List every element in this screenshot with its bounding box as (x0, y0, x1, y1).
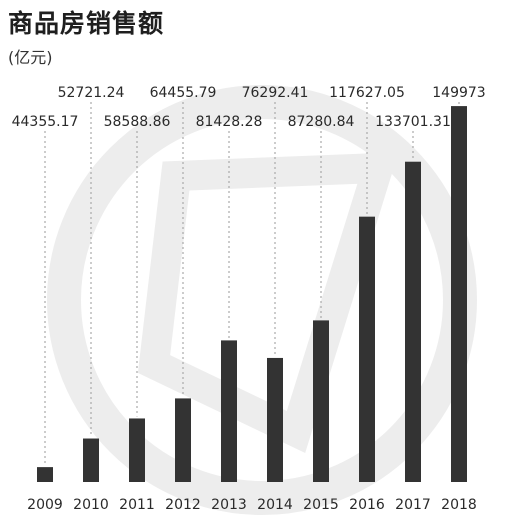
bar-2016 (359, 216, 375, 483)
bar-2009 (37, 467, 53, 482)
leader-lines (44, 102, 460, 466)
x-tick-2017: 2017 (395, 497, 431, 513)
value-label-2015: 87280.84 (288, 114, 355, 130)
bar-2011 (129, 418, 145, 482)
value-label-2016: 117627.05 (329, 85, 405, 101)
bar-2015 (313, 320, 329, 482)
x-tick-2012: 2012 (165, 497, 201, 513)
x-tick-2014: 2014 (257, 497, 293, 513)
value-label-2017: 133701.31 (375, 114, 451, 130)
x-tick-2010: 2010 (73, 497, 109, 513)
value-label-2012: 64455.79 (150, 85, 217, 101)
value-label-2018: 149973 (432, 85, 485, 101)
x-tick-2011: 2011 (119, 497, 155, 513)
x-tick-2015: 2015 (303, 497, 339, 513)
value-labels: 44355.17 52721.24 58588.86 64455.79 81428.28… (12, 85, 486, 130)
value-label-2014: 76292.41 (242, 85, 309, 101)
bar-2013 (221, 340, 237, 482)
bar-2017 (405, 161, 421, 482)
x-tick-2018: 2018 (441, 497, 477, 513)
chart-title: 商品房销售额 (8, 9, 165, 38)
bar-2012 (175, 398, 191, 482)
value-label-2011: 58588.86 (104, 114, 171, 130)
x-tick-2013: 2013 (211, 497, 247, 513)
value-label-2009: 44355.17 (12, 114, 79, 130)
watermark-logo (47, 85, 477, 515)
value-label-2013: 81428.28 (196, 114, 263, 130)
watermark-shape (137, 152, 399, 454)
x-tick-2016: 2016 (349, 497, 385, 513)
bar-2014 (267, 357, 283, 482)
chart-unit-label: (亿元) (8, 48, 53, 67)
bar-2018 (451, 106, 467, 483)
x-tick-2009: 2009 (27, 497, 63, 513)
bar-2010 (83, 438, 99, 482)
x-axis-tick-labels: 2009 2010 2011 2012 2013 2014 2015 2016 2017 2018 (27, 497, 477, 513)
bars (37, 106, 467, 483)
value-label-2010: 52721.24 (58, 85, 125, 101)
